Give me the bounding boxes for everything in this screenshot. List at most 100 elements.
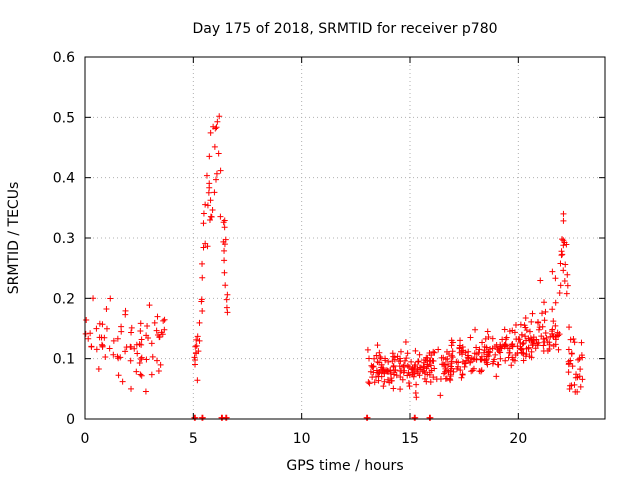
data-point [137, 320, 144, 327]
data-point [565, 346, 572, 353]
data-point [427, 414, 434, 421]
data-point [198, 298, 205, 305]
data-point [468, 368, 475, 375]
data-point [207, 197, 214, 204]
data-point [427, 362, 434, 369]
data-point [572, 374, 579, 381]
data-point [83, 317, 90, 324]
data-point [549, 268, 556, 275]
data-point [221, 247, 228, 254]
data-point [390, 362, 397, 369]
data-point [564, 271, 571, 278]
data-point [207, 129, 214, 136]
data-points [82, 113, 586, 421]
data-point [528, 318, 535, 325]
data-point [365, 379, 372, 386]
data-point [539, 323, 546, 330]
data-point [397, 358, 404, 365]
data-point [538, 333, 545, 340]
data-point [217, 167, 224, 174]
data-point [364, 346, 371, 353]
data-point [161, 316, 168, 323]
data-point [540, 342, 547, 349]
y-tick-label: 0.3 [53, 231, 75, 247]
data-point [561, 277, 568, 284]
data-point [204, 202, 211, 209]
data-point [203, 172, 210, 179]
data-point [115, 372, 122, 379]
data-point [214, 118, 221, 125]
data-point [458, 348, 465, 355]
data-point [93, 346, 100, 353]
data-point [456, 344, 463, 351]
data-point [366, 380, 373, 387]
y-axis-ticks: 0 0.1 0.2 0.3 0.4 0.5 0.6 [53, 50, 605, 428]
data-point [557, 260, 564, 267]
data-point [110, 351, 117, 358]
data-point [194, 333, 201, 340]
data-point [459, 371, 466, 378]
data-point [457, 337, 464, 344]
data-point [200, 244, 207, 251]
data-point [517, 321, 524, 328]
data-point [380, 383, 387, 390]
data-point [560, 267, 567, 274]
y-axis-label: SRMTID / TECUs [6, 182, 22, 295]
data-point [222, 282, 229, 289]
data-point [405, 380, 412, 387]
data-point [527, 335, 534, 342]
data-point [127, 357, 134, 364]
data-point [364, 414, 371, 421]
data-point [492, 351, 499, 358]
data-point [484, 328, 491, 335]
data-point [444, 355, 451, 362]
data-point [518, 331, 525, 338]
data-point [567, 357, 574, 364]
data-point [133, 368, 140, 375]
data-point [138, 355, 145, 362]
data-point [453, 358, 460, 365]
data-point [138, 372, 145, 379]
y-tick-label: 0.5 [53, 110, 75, 126]
data-point [221, 224, 228, 231]
data-point [490, 358, 497, 365]
data-point [540, 347, 547, 354]
data-point [428, 352, 435, 359]
data-point [211, 189, 218, 196]
data-point [408, 366, 415, 373]
data-point [568, 350, 575, 357]
data-point [405, 369, 412, 376]
data-point [102, 353, 109, 360]
data-point [560, 210, 567, 217]
data-point [381, 378, 388, 385]
data-point [192, 356, 199, 363]
data-point [191, 354, 198, 361]
data-point [447, 367, 454, 374]
data-point [528, 354, 535, 361]
data-point [484, 361, 491, 368]
data-point [381, 370, 388, 377]
data-point [449, 348, 456, 355]
data-point [137, 327, 144, 334]
y-tick-label: 0.1 [53, 352, 75, 368]
data-point [371, 379, 378, 386]
data-point [196, 319, 203, 326]
data-point [159, 331, 166, 338]
data-point [406, 383, 413, 390]
x-tick-label: 10 [293, 431, 311, 447]
data-point [200, 210, 207, 217]
data-point [481, 347, 488, 354]
data-point [576, 355, 583, 362]
data-point [543, 334, 550, 341]
data-point [576, 373, 583, 380]
data-point [413, 394, 420, 401]
data-point [440, 370, 447, 377]
data-point [143, 332, 150, 339]
data-point [440, 354, 447, 361]
data-point [377, 354, 384, 361]
data-point [397, 374, 404, 381]
data-point [403, 355, 410, 362]
data-point [193, 350, 200, 357]
data-point [530, 340, 537, 347]
data-point [502, 357, 509, 364]
